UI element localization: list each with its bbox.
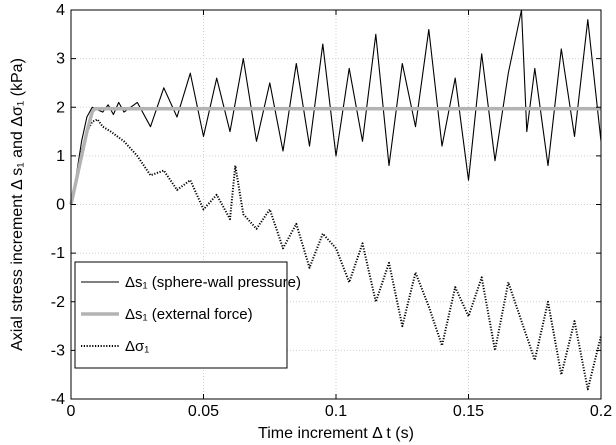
legend: Δs₁ (sphere-wall pressure) Δs₁ (external … <box>74 261 301 369</box>
y-tick-label: -1 <box>51 245 65 262</box>
y-tick-label: -3 <box>51 342 65 359</box>
series-line-1 <box>70 9 602 205</box>
series-line-3 <box>70 118 602 391</box>
y-tick-label: -2 <box>51 294 65 311</box>
y-tick-label: 3 <box>56 51 65 68</box>
axis-ticks: 0 0.05 0.1 0.15 0.2 -4 -3 -2 -1 0 1 2 3 4 <box>51 2 612 420</box>
x-tick-label: 0.05 <box>188 403 219 420</box>
x-axis-label: Time increment Δ t (s) <box>258 425 414 442</box>
legend-entry-label: Δσ₁ <box>125 338 149 355</box>
x-tick-label: 0 <box>67 403 76 420</box>
legend-entry-label: Δs₁ (external force) <box>125 306 253 323</box>
y-tick-label: 2 <box>56 99 65 116</box>
legend-entry-label: Δs₁ (sphere-wall pressure) <box>125 274 301 291</box>
series-layer <box>69 9 602 391</box>
y-tick-label: 0 <box>56 197 65 214</box>
x-tick-label: 0.15 <box>453 403 484 420</box>
x-tick-label: 0.1 <box>325 403 347 420</box>
y-axis-label: Axial stress increment Δ s₁ and Δσ₁ (kPa… <box>9 58 26 351</box>
y-tick-label: -4 <box>51 391 65 408</box>
y-tick-label: 1 <box>56 148 65 165</box>
y-tick-label: 4 <box>56 2 65 19</box>
x-tick-label: 0.2 <box>590 403 612 420</box>
series-line-2 <box>69 106 601 205</box>
